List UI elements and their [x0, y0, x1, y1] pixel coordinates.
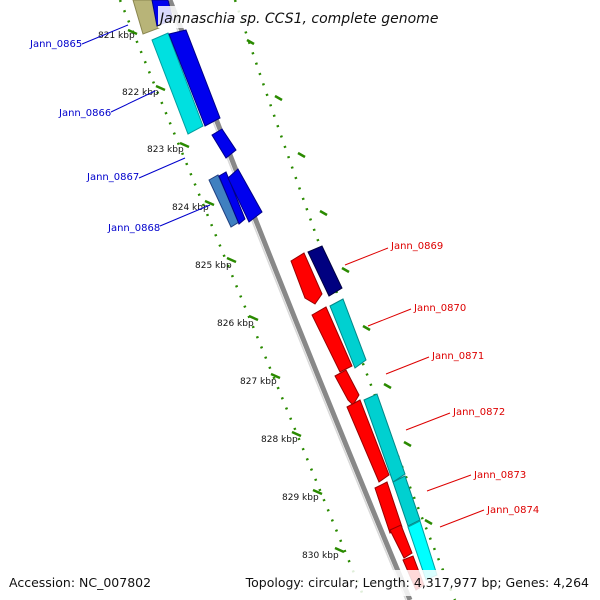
tick-label: 827 kbp	[240, 377, 277, 387]
tick-label: 824 kbp	[172, 203, 209, 213]
gene-block-red-6	[389, 524, 413, 559]
right-gene-labels[interactable]: Jann_0869 Jann_0870 Jann_0871 Jann_0872 …	[344, 241, 539, 528]
gene-label-right[interactable]: Jann_0869	[390, 241, 443, 252]
gene-block-red-1	[290, 252, 323, 305]
footer-backdrop	[0, 570, 600, 596]
tick-label: 822 kbp	[122, 88, 159, 98]
gene-block-cyan-1	[151, 32, 204, 135]
tick-labels: 821 kbp 822 kbp 823 kbp 824 kbp 825 kbp …	[98, 31, 339, 561]
tick-label: 821 kbp	[98, 31, 135, 41]
gene-block-red-4	[346, 399, 390, 483]
gene-block-red-2	[311, 306, 353, 373]
tick-label: 830 kbp	[302, 551, 339, 561]
gene-label-right[interactable]: Jann_0873	[473, 470, 526, 481]
tick-label: 825 kbp	[195, 261, 232, 271]
gene-label-left[interactable]: Jann_0868	[107, 223, 160, 234]
left-gene-labels[interactable]: Jann_0865 Jann_0866 Jann_0867 Jann_0868	[29, 24, 211, 234]
gene-block-cyan-4	[392, 475, 421, 527]
gene-label-right[interactable]: Jann_0874	[486, 505, 539, 516]
gene-block-cyan-2	[329, 298, 367, 369]
right-strand-genes	[290, 245, 438, 591]
tick-label: 826 kbp	[217, 319, 254, 329]
gene-label-left[interactable]: Jann_0867	[86, 172, 139, 183]
gene-label-right[interactable]: Jann_0870	[413, 303, 466, 314]
gene-block-blue-5	[227, 168, 263, 223]
tick-label: 828 kbp	[261, 435, 298, 445]
gene-block-blue-4	[218, 171, 246, 225]
gene-block-blue-3	[211, 128, 237, 159]
genome-title: Jannaschia sp. CCS1, complete genome	[157, 11, 438, 27]
gene-block-cyan-3	[363, 393, 406, 483]
left-strand-genes	[132, 0, 263, 228]
gene-block-blue-2	[168, 29, 221, 127]
tick-label: 823 kbp	[147, 145, 184, 155]
tick-marks	[127, 28, 345, 554]
right-dotted-track	[233, 0, 457, 600]
left-dotted-track	[118, 0, 367, 600]
gene-label-right[interactable]: Jann_0871	[431, 351, 484, 362]
genome-summary-text: Topology: circular; Length: 4,317,977 bp…	[245, 575, 589, 590]
tick-label: 829 kbp	[282, 493, 319, 503]
gene-label-right[interactable]: Jann_0872	[452, 407, 505, 418]
gene-label-left[interactable]: Jann_0865	[29, 39, 82, 50]
gene-block-red-3	[334, 369, 360, 406]
gene-label-left[interactable]: Jann_0866	[58, 108, 111, 119]
title-backdrop	[158, 6, 438, 28]
accession-text: Accession: NC_007802	[9, 575, 151, 590]
right-tick-marks	[246, 38, 433, 526]
gene-block-navy	[307, 245, 343, 297]
